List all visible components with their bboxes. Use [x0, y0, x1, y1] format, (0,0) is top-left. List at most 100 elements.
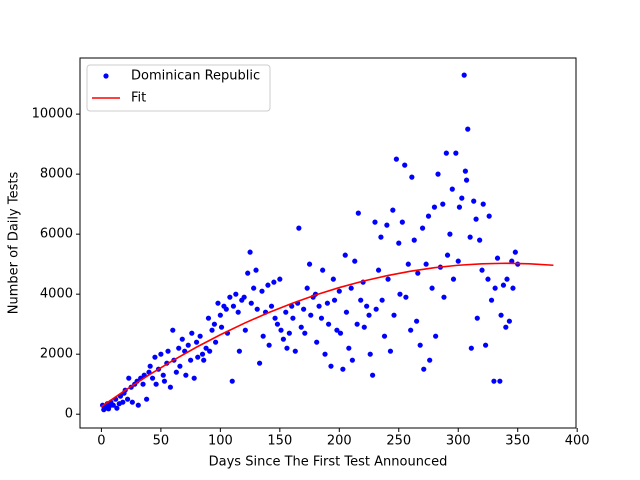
- data-point: [431, 204, 438, 210]
- data-point: [304, 285, 310, 291]
- y-axis-label: Number of Daily Tests: [7, 172, 22, 315]
- data-point: [153, 381, 159, 387]
- data-point: [176, 345, 182, 351]
- data-point: [429, 285, 435, 291]
- data-point: [185, 342, 191, 348]
- data-point: [473, 216, 479, 222]
- data-point: [223, 306, 229, 312]
- data-point: [233, 291, 239, 297]
- data-point: [320, 267, 326, 273]
- data-point: [260, 333, 266, 339]
- data-point: [419, 225, 426, 231]
- data-point: [370, 372, 376, 378]
- data-point: [236, 348, 242, 354]
- data-point: [301, 306, 307, 312]
- data-point: [251, 285, 257, 291]
- data-point: [170, 327, 176, 333]
- data-point: [265, 282, 271, 288]
- data-point: [372, 219, 378, 225]
- data-point: [290, 315, 296, 321]
- data-point: [253, 267, 259, 273]
- data-point: [411, 237, 417, 243]
- data-point: [343, 309, 350, 315]
- data-point: [477, 237, 483, 243]
- data-point: [492, 285, 498, 291]
- data-point: [227, 294, 233, 300]
- data-point: [152, 354, 158, 360]
- data-point: [342, 252, 348, 258]
- x-tick-label: 400: [565, 434, 590, 449]
- data-point: [324, 300, 331, 306]
- data-point: [179, 336, 185, 342]
- data-point: [449, 186, 455, 192]
- data-point: [268, 303, 275, 309]
- data-point: [207, 348, 213, 354]
- x-tick-label: 150: [267, 434, 292, 449]
- data-point: [391, 312, 397, 318]
- legend-label: Dominican Republic: [131, 69, 260, 84]
- data-point: [463, 177, 470, 183]
- legend-marker: [103, 73, 109, 79]
- data-point: [199, 351, 206, 357]
- data-point: [506, 318, 512, 324]
- legend-label: Fit: [131, 91, 146, 106]
- data-point: [444, 252, 451, 258]
- data-point: [443, 150, 449, 156]
- data-point: [193, 339, 200, 345]
- data-point: [462, 168, 468, 174]
- y-tick-label: 6000: [40, 227, 73, 242]
- data-point: [367, 351, 373, 357]
- data-point: [396, 240, 402, 246]
- data-point: [259, 288, 265, 294]
- data-point: [408, 327, 414, 333]
- data-point: [483, 342, 489, 348]
- data-point: [491, 378, 497, 384]
- data-point: [465, 126, 471, 132]
- data-point: [488, 297, 495, 303]
- data-point: [440, 201, 446, 207]
- data-point: [203, 345, 209, 351]
- data-point: [195, 354, 201, 360]
- data-point: [201, 357, 207, 363]
- data-point: [498, 312, 504, 318]
- data-point: [355, 210, 361, 216]
- data-point: [110, 402, 116, 408]
- data-point: [423, 261, 429, 267]
- data-point: [316, 303, 322, 309]
- data-point: [247, 249, 253, 255]
- data-point: [385, 276, 391, 282]
- data-point: [503, 324, 509, 330]
- data-point: [441, 294, 447, 300]
- data-point: [266, 342, 272, 348]
- data-point: [245, 270, 251, 276]
- data-point: [205, 315, 212, 321]
- data-point: [336, 288, 342, 294]
- data-point: [165, 348, 171, 354]
- data-point: [129, 399, 135, 405]
- data-point: [298, 324, 304, 330]
- data-point: [415, 270, 421, 276]
- data-point: [278, 327, 284, 333]
- data-point: [447, 231, 453, 237]
- x-tick-label: 100: [208, 434, 233, 449]
- data-point: [271, 279, 277, 285]
- data-point: [361, 324, 367, 330]
- data-point: [283, 309, 289, 315]
- data-point: [158, 351, 164, 357]
- data-point: [381, 333, 388, 339]
- data-point: [340, 366, 346, 372]
- y-tick-label: 2000: [40, 347, 73, 362]
- y-tick-label: 8000: [40, 167, 73, 182]
- x-tick-label: 0: [97, 434, 105, 449]
- data-point: [387, 348, 394, 354]
- data-point: [399, 219, 405, 225]
- data-point: [272, 315, 278, 321]
- data-point: [160, 372, 166, 378]
- data-point: [254, 306, 260, 312]
- data-point: [209, 327, 215, 333]
- x-tick-label: 250: [386, 434, 411, 449]
- data-point: [211, 321, 218, 327]
- data-point: [126, 375, 132, 381]
- data-point: [242, 327, 248, 333]
